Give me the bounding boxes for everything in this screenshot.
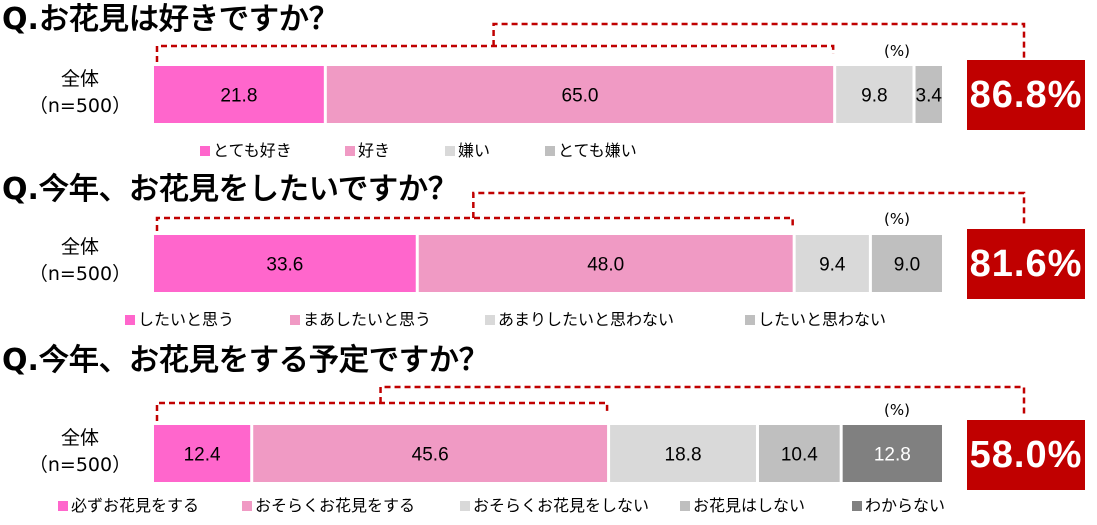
bar-segment [758,425,840,482]
legend-label: とても好き [213,141,292,160]
unit-label: (%) [884,42,910,60]
bar-value-label: 3.4 [916,86,943,107]
legend-item: あまりしたいと思わない [485,310,674,330]
bar-value-label: 18.8 [665,445,702,466]
legend-item: まあしたいと思う [290,310,431,330]
bar-segment [326,66,834,123]
legend-item: おそらくお花見をする [242,496,415,516]
legend-swatch [745,315,755,325]
legend-label: したいと思う [138,310,235,329]
legend-label: まあしたいと思う [303,310,432,329]
bar-segment [154,66,324,123]
bar-value-label: 65.0 [562,86,599,107]
row-label-group: 全体 [60,427,99,449]
bar-segment [871,235,942,292]
unit-label: (%) [884,210,910,228]
summary-bracket [155,22,1026,62]
row-label-2: 全体 （n=500） [10,234,150,288]
bar-value-label: 9.4 [819,255,846,276]
bar-segment [836,66,913,123]
legend-item: 必ずお花見をする [58,496,199,516]
legend-item: 嫌い [445,141,490,161]
bar-value-label: 9.0 [894,255,920,276]
bar-value-label: 12.8 [874,445,911,466]
question-title-3: Q.今年、お花見をする予定ですか？ [2,343,489,378]
bar-segment [610,425,756,482]
legend-swatch [345,146,355,156]
legend-label: とても嫌い [558,141,637,160]
legend-swatch [460,501,470,511]
bar-value-label: 33.6 [266,255,303,276]
bar-segment [253,425,608,482]
bar-value-label: 45.6 [412,445,449,466]
legend-swatch [485,315,495,325]
bar-segment [154,425,251,482]
total-box-2: 81.6% [967,229,1085,299]
row-label-group: 全体 [60,68,99,90]
bar-segment [842,425,942,482]
row-label-1: 全体 （n=500） [10,66,150,120]
legend-item: お花見はしない [680,496,805,516]
legend-item: したいと思う [125,310,234,330]
legend-label: お花見はしない [693,496,806,515]
total-box-3: 58.0% [967,420,1085,490]
bar-value-label: 9.8 [861,86,887,107]
legend-label: 嫌い [458,141,491,160]
legend-label: おそらくお花見をしない [473,496,650,515]
legend-label: おそらくお花見をする [255,496,416,515]
legend-item: したいと思わない [745,310,886,330]
bar-value-label: 10.4 [781,445,818,466]
summary-bracket [155,191,1026,231]
legend-label: したいと思わない [758,310,887,329]
legend-swatch [125,315,135,325]
legend-item: とても嫌い [545,141,637,161]
legend-swatch [58,501,68,511]
legend-item: わからない [852,496,945,516]
question-title-1: Q.お花見は好きですか？ [2,2,339,37]
legend-label: 好き [358,141,391,160]
legend-item: とても好き [200,141,292,161]
row-label-3: 全体 （n=500） [10,425,150,479]
unit-label: (%) [884,401,910,419]
legend-swatch [242,501,252,511]
row-label-n: （n=500） [28,95,132,117]
legend-swatch [852,501,862,511]
bar-value-label: 48.0 [587,255,624,276]
bar-segment [154,235,416,292]
legend-item: おそらくお花見をしない [460,496,649,516]
legend-item: 好き [345,141,390,161]
legend-label: 必ずお花見をする [71,496,200,515]
legend-swatch [200,146,210,156]
legend-swatch [445,146,455,156]
legend-label: あまりしたいと思わない [498,310,675,329]
row-label-group: 全体 [60,236,99,258]
total-box-1: 86.8% [967,60,1085,130]
bar-segment [418,235,793,292]
legend-swatch [290,315,300,325]
bar-segment [795,235,869,292]
bar-value-label: 12.4 [184,445,221,466]
row-label-n: （n=500） [28,454,132,476]
question-title-2: Q.今年、お花見をしたいですか？ [2,172,458,207]
bar-segment [915,66,942,123]
legend-swatch [545,146,555,156]
bar-value-label: 21.8 [220,86,257,107]
legend-swatch [680,501,690,511]
row-label-n: （n=500） [28,263,132,285]
summary-bracket [155,385,1026,421]
legend-label: わからない [865,496,946,515]
